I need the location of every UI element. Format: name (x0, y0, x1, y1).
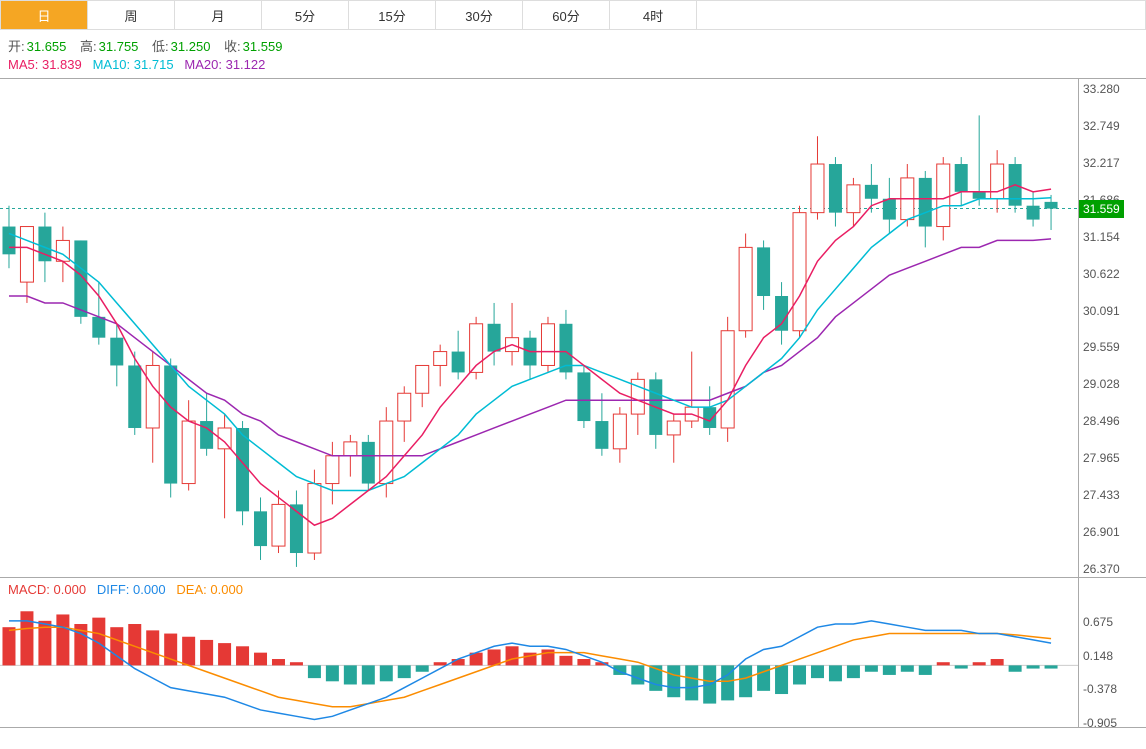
tab-日[interactable]: 日 (1, 1, 88, 29)
candlestick-chart[interactable]: 33.28032.74932.21731.68631.15430.62230.0… (0, 78, 1146, 578)
ma5-label: MA5: 31.839 (8, 57, 82, 72)
high-value: 31.755 (99, 39, 139, 54)
tab-5分[interactable]: 5分 (262, 1, 349, 29)
dea-label: DEA: 0.000 (176, 582, 243, 597)
tab-月[interactable]: 月 (175, 1, 262, 29)
diff-label: DIFF: 0.000 (97, 582, 166, 597)
tab-30分[interactable]: 30分 (436, 1, 523, 29)
tab-4时[interactable]: 4时 (610, 1, 697, 29)
open-value: 31.655 (27, 39, 67, 54)
low-label: 低: (152, 39, 169, 54)
open-label: 开: (8, 39, 25, 54)
info-bar: 开:31.655 高:31.755 低:31.250 收:31.559 MA5:… (0, 30, 1146, 78)
close-value: 31.559 (243, 39, 283, 54)
low-value: 31.250 (171, 39, 211, 54)
ma20-label: MA20: 31.122 (184, 57, 265, 72)
high-label: 高: (80, 39, 97, 54)
macd-chart[interactable]: MACD: 0.000 DIFF: 0.000 DEA: 0.000 0.675… (0, 578, 1146, 728)
close-label: 收: (224, 39, 241, 54)
macd-info-row: MACD: 0.000 DIFF: 0.000 DEA: 0.000 (8, 582, 243, 597)
tab-周[interactable]: 周 (88, 1, 175, 29)
ma10-label: MA10: 31.715 (93, 57, 174, 72)
ma-row: MA5: 31.839 MA10: 31.715 MA20: 31.122 (8, 57, 1138, 72)
current-price-tag: 31.559 (1079, 200, 1124, 218)
tab-60分[interactable]: 60分 (523, 1, 610, 29)
tab-15分[interactable]: 15分 (349, 1, 436, 29)
ohlc-row: 开:31.655 高:31.755 低:31.250 收:31.559 (8, 36, 1138, 55)
price-y-axis: 33.28032.74932.21731.68631.15430.62230.0… (1078, 79, 1146, 577)
timeframe-tabs: 日周月5分15分30分60分4时 (0, 0, 1146, 30)
macd-y-axis: 0.6750.148-0.378-0.905 (1078, 578, 1146, 727)
macd-label: MACD: 0.000 (8, 582, 86, 597)
